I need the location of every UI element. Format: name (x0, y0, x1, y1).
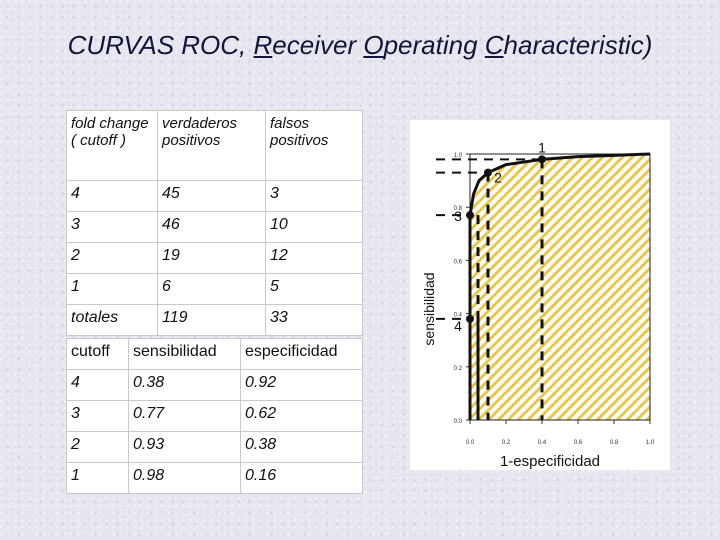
header-cell: cutoff (66, 338, 129, 370)
title-eceiver: eceiver (272, 30, 364, 60)
table-row: 4 0.38 0.92 (66, 369, 363, 401)
rates-table: cutoff sensibilidad especificidad 4 0.38… (66, 338, 363, 494)
table-cell: 4 (66, 369, 129, 401)
header-cell: verdaderos positivos (157, 110, 266, 181)
x-tick-label: 0.2 (502, 440, 511, 446)
table-cell: totales (66, 304, 158, 336)
table-header-row: cutoff sensibilidad especificidad (66, 338, 363, 370)
y-tick-label: 0.6 (454, 259, 463, 265)
counts-table: fold change ( cutoff ) verdaderos positi… (66, 110, 363, 336)
table-cell: 0.93 (128, 431, 241, 463)
roc-point (538, 155, 546, 164)
title-letter-o: O (363, 30, 384, 60)
table-row: 1 6 5 (66, 273, 363, 305)
table-cell: 12 (265, 242, 363, 274)
y-tick-label: 0.0 (454, 419, 463, 425)
x-tick-label: 0.4 (538, 440, 547, 446)
table-cell: 0.98 (128, 462, 241, 494)
header-cell: especificidad (240, 338, 363, 370)
roc-point (484, 168, 492, 177)
table-row: 3 0.77 0.62 (66, 400, 363, 432)
slide-title: CURVAS ROC, Receiver Operating Character… (0, 30, 720, 61)
table-cell: 1 (66, 462, 129, 494)
table-cell: 6 (157, 273, 266, 305)
table-cell: 33 (265, 304, 363, 336)
header-cell: fold change ( cutoff ) (66, 110, 158, 181)
table-row: 4 45 3 (66, 180, 363, 212)
table-cell: 0.92 (240, 369, 363, 401)
table-cell: 0.38 (240, 431, 363, 463)
table-header-row: fold change ( cutoff ) verdaderos positi… (66, 110, 363, 181)
title-haracteristic: haracteristic) (503, 30, 653, 60)
table-row: 2 0.93 0.38 (66, 431, 363, 463)
y-axis-label: sensibilidad (421, 272, 437, 345)
roc-chart: 0.0 0.2 0.4 0.6 0.8 1.0 0.0 0.2 0.4 0.6 0.8 1.0 1-es… (410, 120, 670, 470)
title-letter-r: R (253, 30, 273, 60)
y-tick-label: 0.8 (454, 206, 463, 212)
table-cell: 3 (66, 400, 129, 432)
title-perating: perating (383, 30, 485, 60)
roc-point-label: 4 (454, 318, 462, 334)
y-tick-label: 1.0 (454, 153, 463, 159)
roc-point-label: 1 (538, 139, 546, 155)
table-cell: 1 (66, 273, 158, 305)
table-cell: 0.38 (128, 369, 241, 401)
table-cell: 2 (66, 431, 129, 463)
table-cell: 46 (157, 211, 266, 243)
table-row: 1 0.98 0.16 (66, 462, 363, 494)
table-cell: 4 (66, 180, 158, 212)
y-tick-label: 0.2 (454, 366, 463, 372)
table-cell: 3 (66, 211, 158, 243)
x-tick-label: 0.0 (466, 440, 475, 446)
table-cell: 5 (265, 273, 363, 305)
x-tick-label: 0.8 (610, 440, 619, 446)
header-cell: falsos positivos (265, 110, 363, 181)
roc-point-label: 3 (454, 208, 462, 224)
title-letter-c: C (484, 30, 504, 60)
table-row-totals: totales 119 33 (66, 304, 363, 336)
table-cell: 2 (66, 242, 158, 274)
table-cell: 0.62 (240, 400, 363, 432)
x-axis-label: 1-especificidad (500, 453, 600, 470)
y-tick-label: 0.4 (454, 313, 463, 319)
table-row: 3 46 10 (66, 211, 363, 243)
table-cell: 0.77 (128, 400, 241, 432)
table-cell: 119 (157, 304, 266, 336)
table-cell: 10 (265, 211, 363, 243)
table-cell: 19 (157, 242, 266, 274)
table-row: 2 19 12 (66, 242, 363, 274)
table-cell: 3 (265, 180, 363, 212)
title-prefix: CURVAS ROC, (67, 30, 254, 60)
x-tick-label: 0.6 (574, 440, 583, 446)
roc-point (466, 211, 474, 220)
x-tick-label: 1.0 (646, 440, 655, 446)
header-cell: sensibilidad (128, 338, 241, 370)
auc-hatched-area (470, 154, 650, 420)
roc-point (466, 314, 474, 323)
table-cell: 0.16 (240, 462, 363, 494)
roc-chart-svg: 0.0 0.2 0.4 0.6 0.8 1.0 0.0 0.2 0.4 0.6 0.8 1.0 1-es… (421, 139, 655, 470)
roc-point-label: 2 (494, 170, 502, 186)
table-cell: 45 (157, 180, 266, 212)
